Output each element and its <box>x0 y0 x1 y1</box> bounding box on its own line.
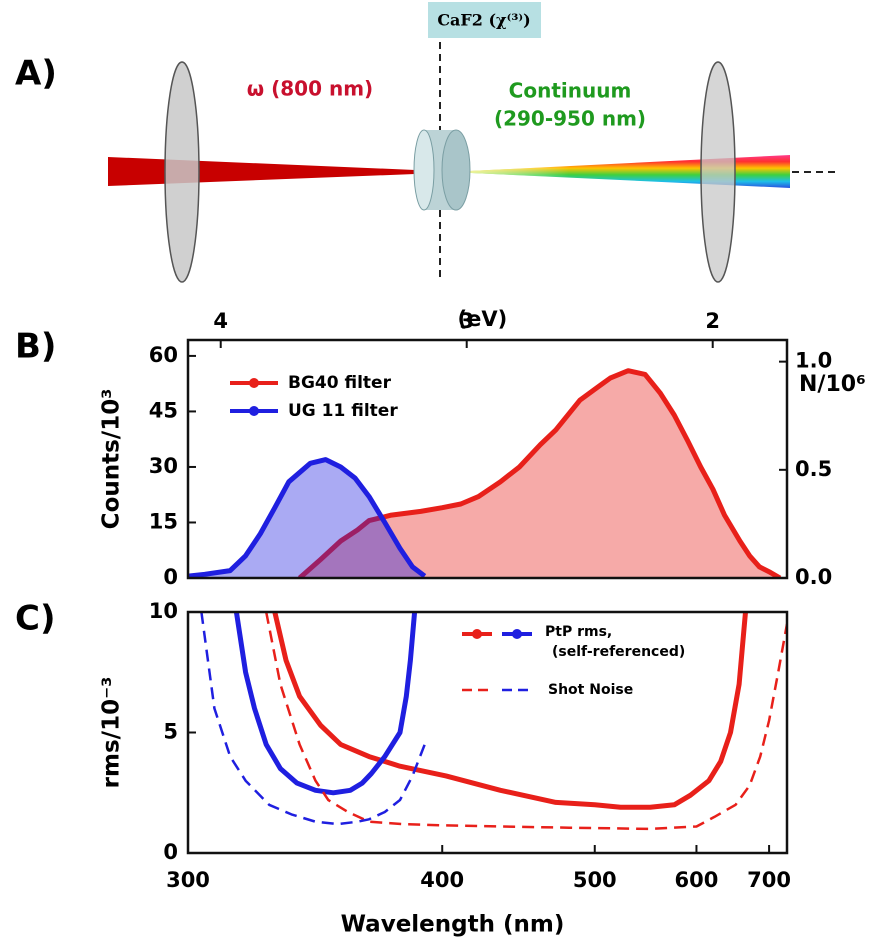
legend-label: (self-referenced) <box>552 644 685 660</box>
x2-tick-label: 2 <box>705 309 720 333</box>
y-axis-label: rms/10⁻³ <box>99 677 125 789</box>
diagram: A) CaF2 (χ⁽³⁾) ω (800 nm) Continuum (290… <box>15 2 840 283</box>
panel-label: C) <box>15 599 56 639</box>
legend-marker <box>512 629 522 639</box>
y2-tick-label: 1.0 <box>795 349 832 373</box>
y-tick-label: 0 <box>163 840 178 864</box>
plot-area <box>188 368 782 578</box>
crystal-label: CaF2 (χ⁽³⁾) <box>437 11 530 30</box>
lens <box>700 61 736 283</box>
x-tick-label: 700 <box>747 868 791 892</box>
panel-label: A) <box>15 54 57 94</box>
y-tick-label: 15 <box>149 509 178 533</box>
x-axis-label: Wavelength (nm) <box>341 912 565 938</box>
y-axis-label: Counts/10³ <box>99 389 125 530</box>
continuum-range: (290-950 nm) <box>494 107 646 131</box>
x-tick-label: 600 <box>675 868 719 892</box>
x2-tick-label: 4 <box>213 309 228 333</box>
y-tick-label: 30 <box>149 454 178 478</box>
legend-label: UG 11 filter <box>288 401 398 421</box>
x2-tick-label: 3 <box>459 309 474 333</box>
legend-marker <box>249 406 259 416</box>
y-tick-label: 10 <box>149 599 178 623</box>
legend-marker <box>249 378 259 388</box>
y2-axis-label: N/10⁶ <box>799 372 866 397</box>
lens <box>164 61 200 283</box>
panel-label: B) <box>15 327 56 367</box>
continuum-beam-tip <box>450 155 790 188</box>
y-tick-label: 45 <box>149 398 178 422</box>
y2-tick-label: 0.5 <box>795 457 832 481</box>
legend-label: PtP rms, <box>545 624 612 640</box>
x2-axis-label: (eV) <box>458 307 508 331</box>
series-line <box>272 612 748 810</box>
crystal-face <box>413 129 435 211</box>
plot-area <box>200 612 787 831</box>
crystal-label-box <box>428 2 541 38</box>
series-line <box>200 612 426 826</box>
y2-tick-label: 0.0 <box>795 565 832 589</box>
x-tick-label: 300 <box>166 868 210 892</box>
continuum-label: Continuum <box>509 79 632 103</box>
pump-beam <box>108 157 415 186</box>
plot-frame <box>186 338 789 580</box>
crystal-face <box>441 129 471 211</box>
legend-label: Shot Noise <box>548 682 633 698</box>
pump-label: ω (800 nm) <box>247 77 373 101</box>
y-tick-label: 5 <box>163 720 178 744</box>
y-tick-label: 0 <box>163 565 178 589</box>
series-line <box>264 612 787 831</box>
x-tick-label: 500 <box>573 868 617 892</box>
plot-frame <box>186 610 789 855</box>
series-area <box>299 370 781 578</box>
series-area <box>188 459 425 578</box>
series-line <box>297 368 782 578</box>
series-line <box>188 457 427 578</box>
series-line <box>233 612 418 796</box>
y-tick-label: 60 <box>149 343 178 367</box>
legend-label: BG40 filter <box>288 373 392 393</box>
x-tick-label: 400 <box>420 868 464 892</box>
legend-marker <box>472 629 482 639</box>
